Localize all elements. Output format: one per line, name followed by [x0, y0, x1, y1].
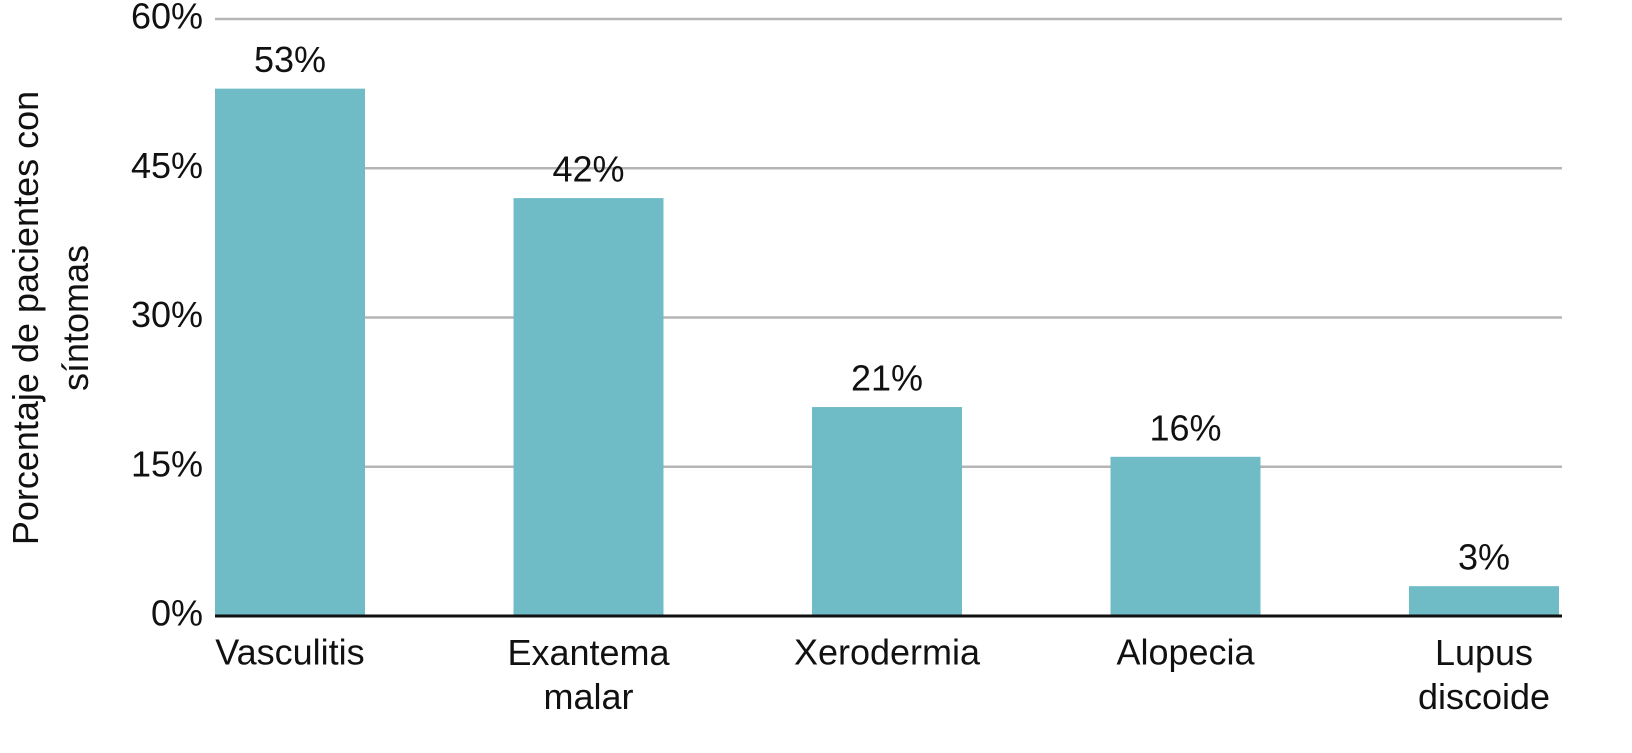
- value-label: 42%: [552, 149, 624, 190]
- x-tick-label: Exantema malar: [507, 632, 670, 717]
- value-label: 21%: [851, 358, 923, 399]
- x-tick-label: Alopecia: [1116, 632, 1255, 673]
- bar: [513, 198, 664, 616]
- bar: [1110, 456, 1261, 616]
- x-tick-label: Xerodermia: [794, 632, 981, 673]
- x-tick-label: Lupus discoide: [1418, 632, 1550, 717]
- x-tick-label: Vasculitis: [215, 632, 364, 673]
- y-tick-label: 30%: [131, 294, 203, 335]
- value-label: 53%: [254, 39, 326, 80]
- value-label: 3%: [1458, 537, 1510, 578]
- y-tick-label: 60%: [131, 0, 203, 37]
- bar: [1409, 586, 1559, 616]
- value-label: 16%: [1149, 407, 1221, 448]
- bar: [812, 407, 962, 616]
- y-tick-label: 15%: [131, 443, 203, 484]
- y-tick-label: 45%: [131, 145, 203, 186]
- y-tick-label: 0%: [151, 593, 203, 634]
- bar: [215, 88, 365, 616]
- y-axis-label: Porcentaje de pacientes con síntomas: [5, 91, 96, 545]
